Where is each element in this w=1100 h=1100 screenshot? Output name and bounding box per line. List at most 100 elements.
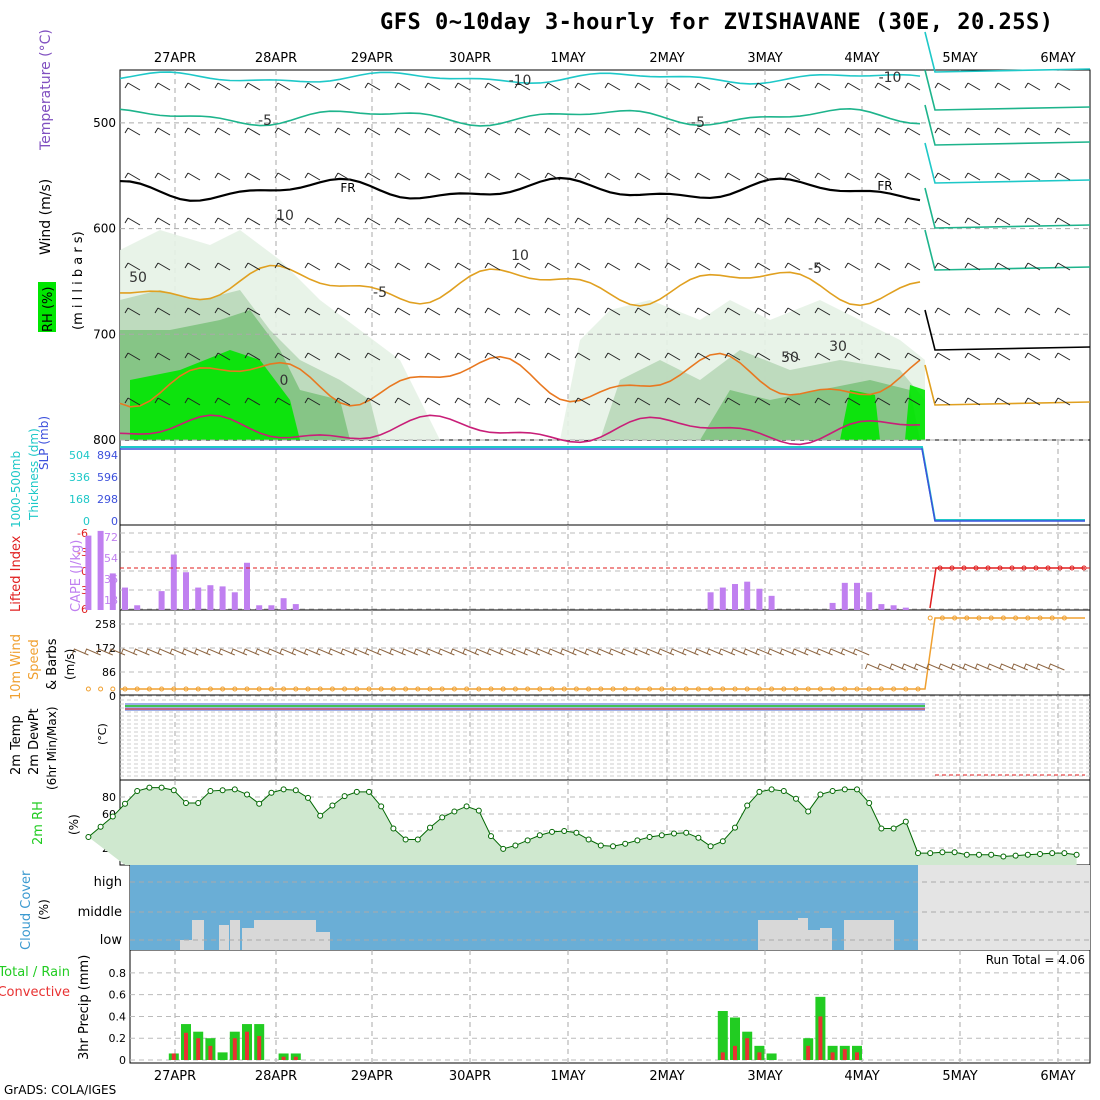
precip-convective-bar <box>184 1032 188 1060</box>
cape-bar <box>207 585 214 610</box>
wind-speed-marker <box>549 686 555 692</box>
wind-speed-marker <box>939 615 945 621</box>
lifted-index-axis-label: Lifted Index <box>9 535 24 612</box>
upper-wind-barb <box>994 172 1011 181</box>
cape-bar <box>134 605 141 610</box>
top-date-label: 4MAY <box>844 51 879 66</box>
wind-barb <box>730 648 748 656</box>
wind-speed-tick-label: 258 <box>95 618 116 631</box>
wind-speed-marker <box>525 686 531 692</box>
wind-barb <box>486 648 504 656</box>
upper-wind-barb <box>184 307 201 316</box>
lifted-index-marker <box>1081 565 1087 571</box>
low-cloud-bar <box>192 920 204 950</box>
low-cloud-bar <box>230 920 240 950</box>
wind-speed-marker <box>171 686 177 692</box>
rh-marker <box>622 840 629 847</box>
empty-forecast-area <box>930 71 1089 439</box>
isotherm-label: -10 <box>509 73 532 89</box>
wind-speed-tick-label: 86 <box>102 666 116 679</box>
upper-wind-barb <box>244 307 261 316</box>
wind-speed-marker <box>720 686 726 692</box>
bottom-date-label: 2MAY <box>649 1069 684 1084</box>
thickness-tick-label: 504 <box>69 449 90 462</box>
rh-marker <box>707 843 714 850</box>
upper-wind-barb <box>754 307 771 316</box>
top-date-label: 27APR <box>154 51 196 66</box>
rh-marker <box>280 786 287 793</box>
wind-barb <box>474 648 492 656</box>
upper-wind-barb <box>364 262 381 271</box>
upper-wind-barb <box>244 127 261 136</box>
upper-wind-barb <box>724 397 741 406</box>
wind-speed-marker <box>415 686 421 692</box>
precip-convective-bar <box>806 1045 811 1060</box>
upper-wind-barb <box>484 127 501 136</box>
upper-wind-barb <box>724 127 741 136</box>
upper-wind-barb <box>334 127 351 136</box>
upper-wind-barb <box>304 262 321 271</box>
isotherm-label: 30 <box>829 339 847 355</box>
upper-wind-barb <box>634 397 651 406</box>
wind-speed-marker <box>268 686 274 692</box>
wind-barb <box>511 648 528 656</box>
pressure-tick-label: 600 <box>93 222 116 236</box>
precip-axis-label: 3hr Precip (mm) <box>77 955 92 1060</box>
upper-wind-barb <box>634 82 651 91</box>
minmax-axis-label: (6hr Min/Max) <box>45 707 59 791</box>
isotherm-line <box>924 104 1091 146</box>
rh-marker <box>671 830 677 837</box>
upper-wind-barb <box>304 172 321 181</box>
chart-title: GFS 0~10day 3-hourly for ZVISHAVANE (30E… <box>380 10 1054 35</box>
cape-bar <box>744 581 751 610</box>
wind-barb <box>462 648 479 656</box>
upper-wind-barb <box>274 352 291 361</box>
upper-wind-barb <box>214 172 231 181</box>
thickness-tick-label: 168 <box>69 493 90 506</box>
upper-wind-barb <box>634 217 651 226</box>
wind-barb <box>437 648 455 656</box>
wind-speed-marker <box>866 686 872 692</box>
precip-convective-bar <box>293 1056 298 1060</box>
wind-speed-marker <box>988 615 994 621</box>
top-date-label: 30APR <box>449 51 491 66</box>
wind-barb <box>974 663 992 671</box>
top-date-label: 3MAY <box>747 51 782 66</box>
rh-marker <box>170 787 177 794</box>
upper-wind-barb <box>244 352 261 361</box>
upper-wind-barb <box>784 127 801 136</box>
cape-bar <box>109 573 116 610</box>
wind-speed-marker <box>683 686 689 692</box>
upper-wind-barb <box>454 307 471 316</box>
wind-barb <box>767 648 784 656</box>
wind-barb <box>169 648 187 656</box>
rh-marker <box>488 833 494 840</box>
upper-wind-barb <box>334 352 351 361</box>
cloud-units-label: (%) <box>37 899 51 920</box>
lifted-index-marker <box>1021 565 1027 571</box>
upper-wind-barb <box>994 82 1011 91</box>
rh2m-axis-label: 2m RH <box>31 801 46 845</box>
upper-wind-barb <box>634 127 651 136</box>
upper-wind-barb <box>604 352 621 361</box>
top-date-label: 2MAY <box>649 51 684 66</box>
cape-bar <box>122 587 128 610</box>
rh-legend-swatch <box>38 282 56 332</box>
wind-speed-marker <box>695 686 701 692</box>
thickness-tick-label: 0 <box>83 515 90 528</box>
isotherm-line <box>119 264 921 307</box>
rh-marker <box>915 850 921 857</box>
upper-wind-barb <box>604 82 621 91</box>
wind-barb <box>145 648 162 656</box>
upper-wind-barb <box>364 352 381 361</box>
upper-wind-barb <box>394 172 411 181</box>
upper-wind-barb <box>214 217 231 226</box>
isotherm-line <box>924 69 1091 111</box>
wind-barb <box>657 648 675 656</box>
wind-speed-marker <box>317 686 323 692</box>
cape-bar <box>902 607 909 610</box>
upper-wind-barb <box>844 172 861 181</box>
upper-wind-barb <box>484 352 501 361</box>
upper-wind-barb <box>394 217 411 226</box>
upper-wind-barb <box>574 262 591 271</box>
